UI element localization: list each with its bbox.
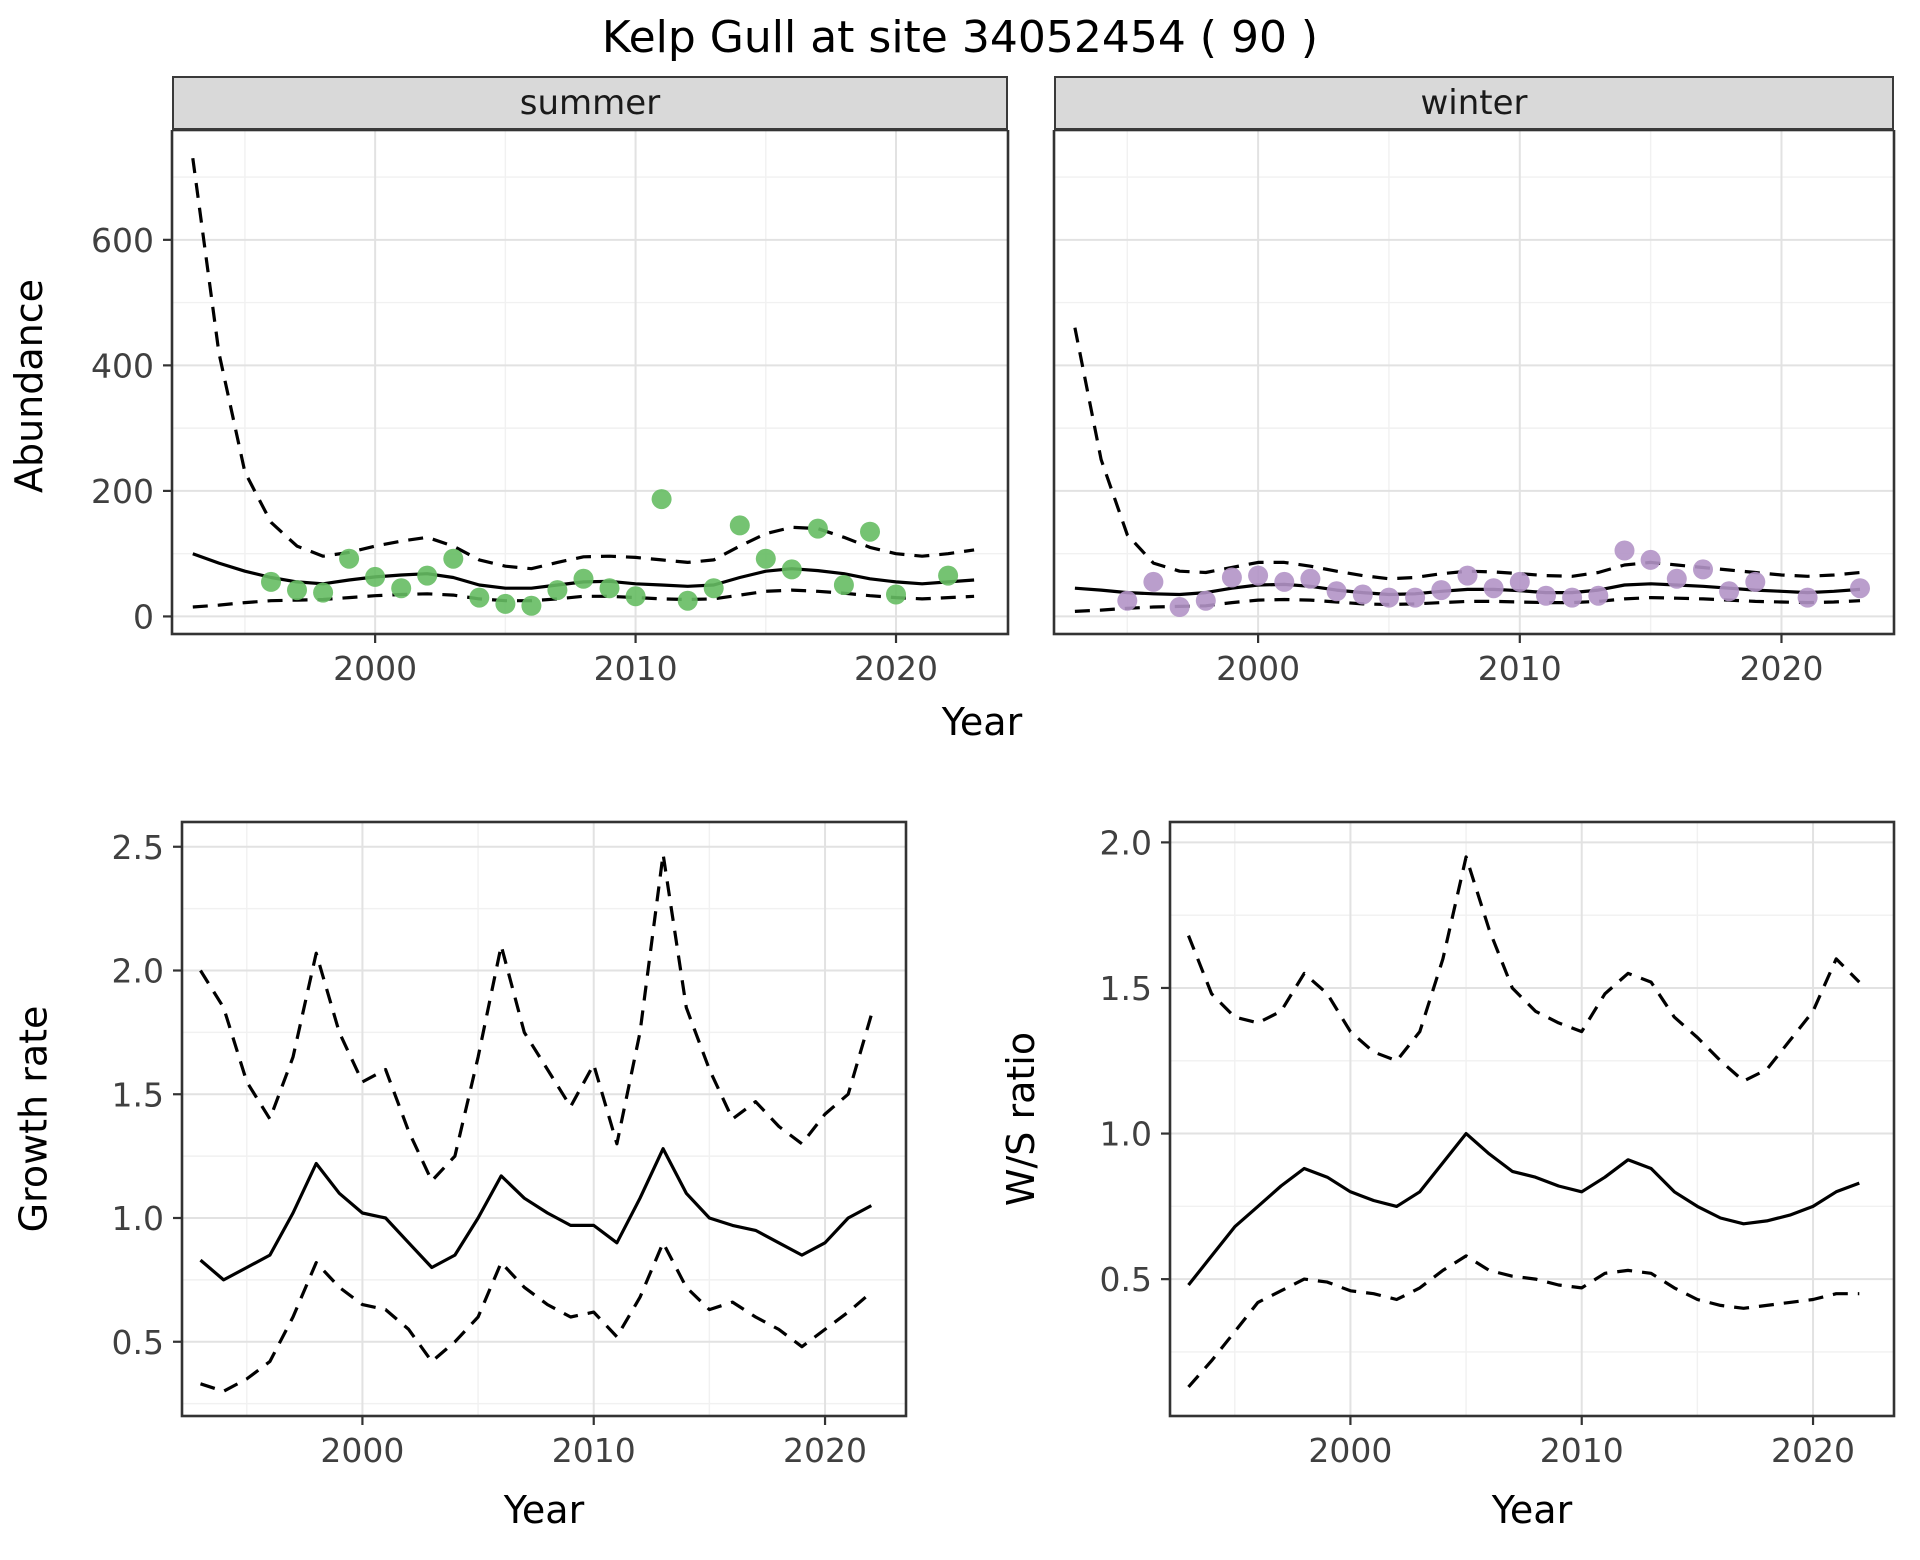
svg-text:2000: 2000: [333, 649, 417, 688]
plot-title: Kelp Gull at site 34052454 ( 90 ): [601, 12, 1319, 63]
abundance-winter-chart: 2000 2010 2020: [1052, 130, 1896, 688]
svg-text:1.0: 1.0: [112, 1199, 164, 1238]
svg-text:0: 0: [133, 597, 154, 636]
svg-text:2000: 2000: [1308, 1431, 1392, 1470]
svg-text:600: 600: [91, 221, 154, 260]
abundance-y-axis-title-text: Abundance: [7, 278, 52, 494]
svg-text:1.0: 1.0: [1100, 1115, 1152, 1154]
ws-ratio-chart: 2000 2010 2020 0.5 1.0 1.5 2.0: [1100, 820, 1896, 1470]
abundance-row: Abundance summer 2000 2010 2020 0 200 400 600 …: [0, 76, 1920, 696]
svg-text:2000: 2000: [320, 1431, 404, 1470]
winter-facet: winter 2000 2010 2020: [1046, 76, 1906, 696]
ws-ratio-column: W/S ratio 2000 2010 2020 0.5 1.0 1.5 2.0 Year: [992, 806, 1910, 1538]
growth-rate-column: Growth rate 2000 2010 2020 0.5 1.0 1.5 2.0 2.5 …: [4, 806, 922, 1538]
svg-text:2000: 2000: [1216, 649, 1300, 688]
growth-rate-x-axis-title: Year: [503, 1488, 585, 1532]
ws-ratio-y-axis-title: W/S ratio: [992, 806, 1050, 1486]
summer-facet: summer 2000 2010 2020 0 200 400 600: [58, 76, 1018, 696]
abundance-y-axis-title: Abundance: [0, 76, 58, 696]
svg-text:2020: 2020: [854, 649, 938, 688]
svg-text:2010: 2010: [552, 1431, 636, 1470]
svg-text:0.5: 0.5: [1100, 1260, 1152, 1299]
svg-text:2020: 2020: [1771, 1431, 1855, 1470]
svg-text:2.5: 2.5: [112, 828, 164, 867]
svg-text:2020: 2020: [1739, 649, 1823, 688]
svg-text:1.5: 1.5: [1100, 969, 1152, 1008]
svg-text:2010: 2010: [1478, 649, 1562, 688]
top-x-axis-title: Year: [941, 700, 1023, 744]
summer-strip-label: summer: [172, 76, 1008, 130]
growth-rate-chart: 2000 2010 2020 0.5 1.0 1.5 2.0 2.5: [112, 820, 908, 1470]
svg-text:2020: 2020: [783, 1431, 867, 1470]
winter-strip-label: winter: [1054, 76, 1894, 130]
abundance-summer-chart: 2000 2010 2020 0 200 400 600: [91, 130, 1010, 688]
growth-rate-y-axis-title: Growth rate: [4, 806, 62, 1486]
ws-ratio-chart-row: W/S ratio 2000 2010 2020 0.5 1.0 1.5 2.0: [992, 806, 1910, 1486]
growth-rate-chart-row: Growth rate 2000 2010 2020 0.5 1.0 1.5 2.0 2.5: [4, 806, 922, 1486]
ws-ratio-x-axis-title: Year: [1491, 1488, 1573, 1532]
bottom-row: Growth rate 2000 2010 2020 0.5 1.0 1.5 2.0 2.5 …: [0, 806, 1920, 1538]
svg-text:400: 400: [91, 346, 154, 385]
svg-text:2010: 2010: [1540, 1431, 1624, 1470]
svg-text:2.0: 2.0: [112, 952, 164, 991]
svg-text:200: 200: [91, 472, 154, 511]
growth-rate-y-axis-title-text: Growth rate: [11, 1005, 55, 1233]
ws-ratio-y-axis-title-text: W/S ratio: [999, 1031, 1044, 1207]
svg-text:0.5: 0.5: [112, 1323, 164, 1362]
svg-text:2010: 2010: [594, 649, 678, 688]
svg-text:2.0: 2.0: [1100, 823, 1152, 862]
svg-text:1.5: 1.5: [112, 1075, 164, 1114]
abundance-panels: summer 2000 2010 2020 0 200 400 600 winter 200…: [58, 76, 1906, 696]
